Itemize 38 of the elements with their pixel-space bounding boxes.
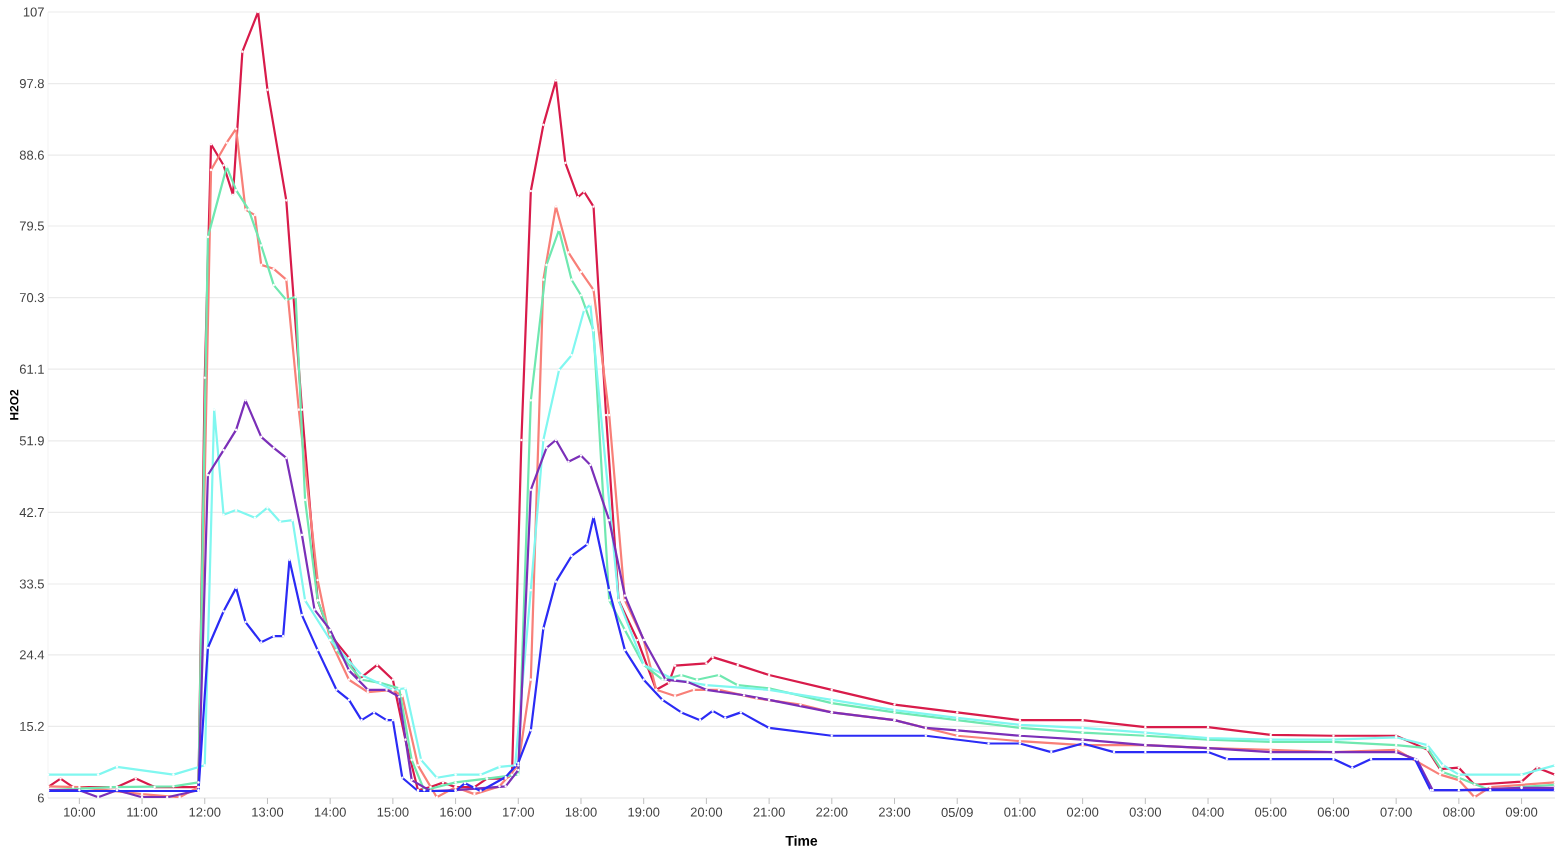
x-tick-label: 22:00 [816,807,848,817]
x-tick-label: 20:00 [690,807,723,817]
x-tick-label: 10:00 [64,807,96,817]
x-tick-label: 04:00 [1192,807,1224,817]
y-tick-label: 88.6 [19,150,44,160]
y-tick-label: 79.5 [19,221,44,231]
y-tick-label: 24.4 [19,650,45,660]
x-tick-label: 12:00 [189,807,221,817]
y-tick-label: 33.5 [19,579,44,589]
x-axis-title: Time [785,835,818,846]
x-tick-label: 05:00 [1255,807,1287,817]
x-tick-label: 17:00 [503,807,534,817]
y-tick-label: 70.3 [19,293,44,303]
x-tick-label: 21:00 [753,807,785,817]
x-tick-label: 06:00 [1317,807,1350,817]
x-tick-label: 19:00 [628,807,660,817]
x-tick-label: 05/09 [941,807,973,818]
y-tick-label: 107 [23,7,44,17]
x-tick-label: 07:00 [1380,807,1412,817]
x-tick-label: 01:00 [1004,807,1036,817]
x-tick-label: 23:00 [878,807,911,817]
y-tick-label: 15.2 [20,721,44,731]
x-tick-label: 09:00 [1505,807,1538,817]
x-tick-label: 18:00 [565,807,597,817]
y-tick-label: 51.9 [19,436,44,446]
x-tick-label: 14:00 [314,807,346,817]
y-tick-label: 97.8 [19,79,44,89]
y-tick-label: 61.1 [19,364,44,374]
x-tick-label: 13:00 [252,807,284,817]
x-tick-label: 02:00 [1066,807,1099,817]
x-tick-label: 03:00 [1129,807,1162,817]
x-tick-label: 08:00 [1443,807,1475,817]
y-axis-title: H2O2 [9,389,19,420]
x-tick-label: 11:00 [127,807,158,817]
x-tick-label: 16:00 [440,807,472,817]
x-tick-label: 15:00 [377,807,409,817]
y-tick-label: 6 [37,793,44,803]
y-tick-label: 42.7 [19,507,44,517]
